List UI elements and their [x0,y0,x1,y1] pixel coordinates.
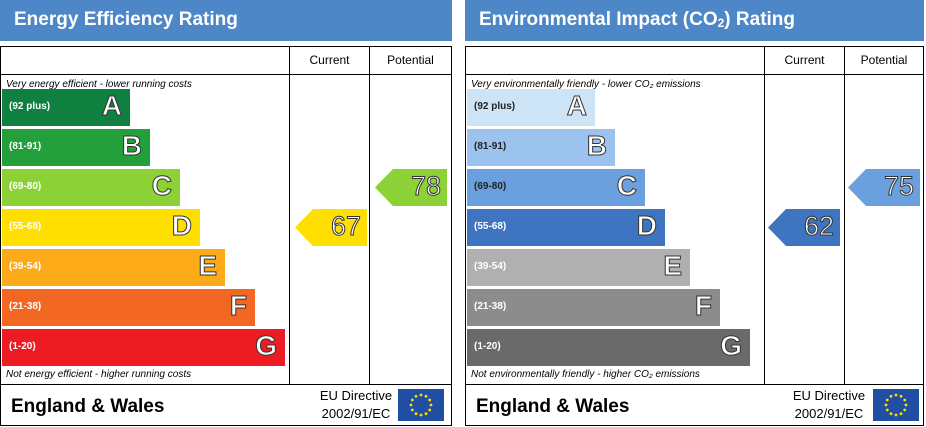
rating-band-f: (21-38) F [467,289,720,326]
panel-header: Environmental Impact (CO2) Rating [465,0,924,41]
column-header-potential: Potential [860,53,908,67]
footer-region: England & Wales [11,396,165,417]
band-range-label: (21-38) [474,301,507,312]
divider [289,47,290,384]
rating-value: 75 [883,171,914,202]
band-letter-label: B [121,130,142,162]
title-text-end: ) Rating [724,9,796,30]
divider [466,74,923,75]
divider [466,384,923,385]
current-rating-arrow: 67 [295,209,367,246]
band-range-label: (1-20) [474,341,501,352]
band-range-label: (39-54) [474,261,507,272]
energy-efficiency-panel: Energy Efficiency Rating Current Potenti… [0,0,452,427]
eu-flag-icon [398,389,444,421]
eu-directive-line2: 2002/91/EC [794,406,864,421]
band-range-label: (39-54) [9,261,42,272]
rating-band-b: (81-91) B [467,129,615,166]
band-letter-label: F [694,290,712,322]
eu-directive-line1: EU Directive [319,388,393,403]
divider [1,74,451,75]
band-letter-label: C [151,170,172,202]
potential-rating-arrow: 75 [848,169,920,206]
band-range-label: (69-80) [474,181,507,192]
rating-band-g: (1-20) G [2,329,285,366]
column-header-current: Current [784,53,825,67]
band-range-label: (81-91) [474,141,507,152]
top-note: Very energy efficient - lower running co… [6,79,192,90]
eu-flag-icon [873,389,919,421]
band-range-label: (81-91) [9,141,42,152]
eu-directive-line2: 2002/91/EC [321,406,391,421]
rating-band-d: (55-68) D [2,209,200,246]
band-range-label: (92 plus) [474,101,516,112]
divider [1,384,451,385]
band-range-label: (1-20) [9,341,36,352]
current-rating-arrow: 62 [768,209,840,246]
band-letter-label: F [229,290,247,322]
title-subscript: 2 [717,16,725,30]
band-range-label: (92 plus) [9,101,51,112]
rating-value: 67 [330,211,361,242]
rating-grid: Current Potential Very energy efficient … [0,46,452,426]
arrow-shape [848,169,920,206]
band-letter-label: E [663,250,683,282]
rating-band-c: (69-80) C [2,169,180,206]
arrow-shape [375,169,447,206]
footer-region: England & Wales [476,396,630,417]
panel-title: Environmental Impact (CO2) Rating [479,9,795,31]
rating-value: 78 [410,171,441,202]
divider [369,47,370,384]
band-range-label: (69-80) [9,181,42,192]
band-letter-label: C [616,170,637,202]
band-letter-label: G [255,330,278,362]
eu-directive: EU Directive 2002/91/EC [311,387,401,423]
band-letter-label: D [636,210,657,242]
eu-directive: EU Directive 2002/91/EC [784,387,874,423]
title-text: Environmental Impact (CO [479,9,718,30]
environmental-impact-panel: Environmental Impact (CO2) Rating Curren… [465,0,924,427]
rating-band-c: (69-80) C [467,169,645,206]
rating-grid: Current Potential Very environmentally f… [465,46,924,426]
column-header-current: Current [309,53,350,67]
rating-band-f: (21-38) F [2,289,255,326]
band-range-label: (55-68) [474,221,507,232]
rating-value: 62 [803,211,834,242]
divider [764,47,765,384]
potential-rating-arrow: 78 [375,169,447,206]
band-letter-label: G [720,330,743,362]
band-letter-label: A [101,90,122,122]
band-letter-label: B [586,130,607,162]
rating-band-b: (81-91) B [2,129,150,166]
band-letter-label: A [566,90,587,122]
eu-directive-line1: EU Directive [792,388,866,403]
panel-header: Energy Efficiency Rating [0,0,452,41]
rating-band-e: (39-54) E [467,249,690,286]
column-header-potential: Potential [387,53,434,67]
rating-band-g: (1-20) G [467,329,750,366]
rating-band-a: (92 plus) A [2,89,130,126]
arrow-shape [768,209,840,246]
band-range-label: (21-38) [9,301,42,312]
panel-title: Energy Efficiency Rating [14,9,238,30]
rating-band-a: (92 plus) A [467,89,595,126]
arrow-shape [295,209,367,246]
rating-band-d: (55-68) D [467,209,665,246]
top-note: Very environmentally friendly - lower CO… [471,79,701,90]
band-range-label: (55-68) [9,221,42,232]
divider [844,47,845,384]
band-letter-label: E [198,250,218,282]
bottom-note: Not energy efficient - higher running co… [6,369,192,380]
band-letter-label: D [171,210,192,242]
rating-band-e: (39-54) E [2,249,225,286]
bottom-note: Not environmentally friendly - higher CO… [471,369,700,380]
